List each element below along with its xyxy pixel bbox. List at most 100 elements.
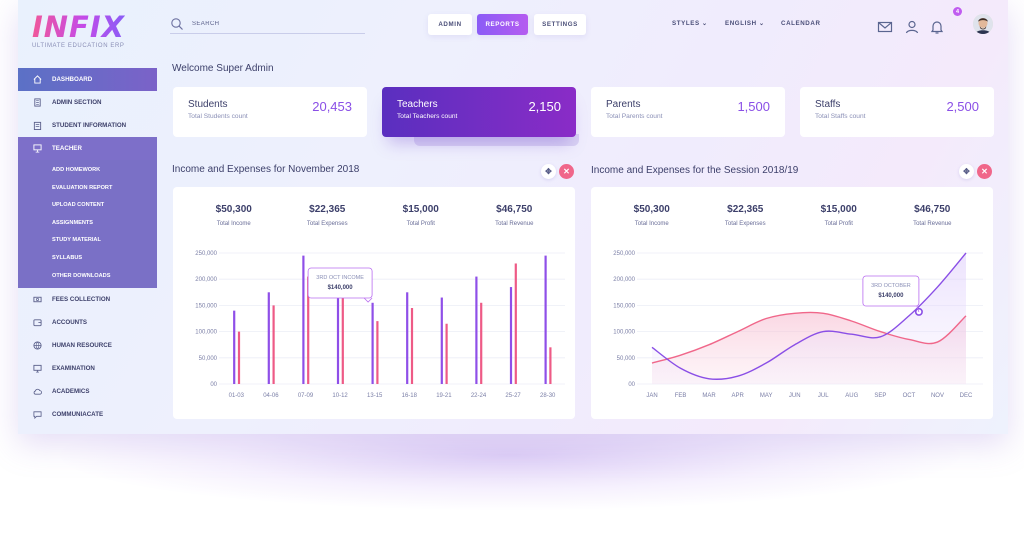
y-tick-label: 150,000 (195, 303, 217, 309)
area-fill-income (652, 253, 966, 384)
stat-total-income: $50,300 Total Income (194, 204, 274, 227)
submenu-item-upload-content[interactable]: UPLOAD CONTENT (52, 202, 105, 209)
app-window: INFIX ULTIMATE EDUCATION ERP DASHBOARD A… (18, 0, 1008, 434)
sidebar-item-accounts[interactable]: ACCOUNTS (18, 311, 157, 334)
teacher-submenu: ADD HOMEWORK EVALUATION REPORT UPLOAD CO… (18, 160, 157, 289)
card-shadow (414, 134, 579, 146)
submenu-item-add-homework[interactable]: ADD HOMEWORK (52, 167, 101, 173)
sidebar-item-academics[interactable]: ACADEMICS (18, 380, 157, 403)
notification-badge: 4 (953, 7, 962, 16)
x-tick-label: APR (731, 393, 744, 399)
stats-row: $50,300 Total Income $22,365 Total Expense… (173, 204, 575, 227)
y-tick-label: 200,000 (195, 277, 217, 283)
x-tick-label: 22-24 (471, 393, 487, 399)
x-tick-label: JUN (789, 393, 801, 399)
bar-series-1 (233, 310, 236, 384)
tooltip-box (307, 267, 373, 299)
card-subtitle: Total Students count (188, 113, 248, 120)
bar-series-1 (440, 297, 443, 384)
tooltip-box (862, 275, 920, 307)
chevron-down-icon: ⌄ (759, 20, 765, 27)
stat-label: Total Income (216, 221, 251, 227)
sidebar-item-label: HUMAN RESOURCE (52, 342, 112, 350)
card-value: 20,453 (312, 99, 352, 114)
bar-series-2 (272, 305, 275, 384)
bell-icon[interactable] (929, 19, 945, 35)
search-icon[interactable] (170, 17, 184, 31)
close-icon[interactable]: ✕ (977, 164, 992, 179)
close-icon[interactable]: ✕ (559, 164, 574, 179)
stat-total-profit: $15,000 Total Profit (381, 204, 461, 227)
sidebar-item-human-resource[interactable]: HUMAN RESOURCE (18, 334, 157, 357)
user-icon[interactable] (904, 19, 920, 35)
bar-series-2 (237, 331, 241, 384)
move-icon[interactable]: ✥ (959, 164, 974, 179)
chat-icon (32, 410, 42, 420)
stat-card-students[interactable]: Students Total Students count 20,453 (173, 87, 367, 137)
stats-row: $50,300 Total Income $22,365 Total Expense… (591, 204, 993, 227)
brand-logo[interactable]: INFIX ULTIMATE EDUCATION ERP (32, 12, 125, 49)
submenu-item-study-material[interactable]: STUDY MATERIAL (52, 237, 101, 244)
stat-value: $15,000 (402, 204, 439, 215)
sidebar: DASHBOARD ADMIN SECTION STUDENT INFORMAT… (18, 68, 157, 426)
x-tick-label: 13-15 (367, 393, 383, 399)
globe-icon (32, 341, 42, 351)
x-tick-label: 07-09 (298, 393, 314, 399)
card-subtitle: Total Staffs count (815, 113, 866, 120)
styles-dropdown[interactable]: STYLES ⌄ (672, 20, 708, 27)
bar-series-2 (307, 276, 310, 384)
card-title: Students (188, 99, 228, 110)
stat-label: Total Profit (406, 221, 435, 227)
x-tick-label: SEP (874, 393, 886, 399)
y-tick-label: 50,000 (617, 356, 636, 362)
sidebar-item-label: ACADEMICS (52, 388, 90, 396)
monitor-icon (32, 364, 42, 374)
sidebar-item-label: DASHBOARD (52, 76, 93, 83)
submenu-item-syllabus[interactable]: SYLLABUS (52, 254, 83, 261)
chevron-down-icon: ⌄ (702, 20, 708, 27)
stat-card-parents[interactable]: Parents Total Parents count 1,500 (591, 87, 785, 137)
sidebar-item-dashboard[interactable]: DASHBOARD (18, 68, 157, 91)
submenu-item-assignments[interactable]: ASSIGNMENTS (52, 219, 94, 226)
submenu-item-evaluation-report[interactable]: EVALUATION REPORT (52, 184, 113, 191)
sidebar-item-teacher[interactable]: TEACHER (18, 137, 157, 160)
x-tick-label: AUG (845, 393, 858, 399)
x-tick-label: 19-21 (436, 393, 452, 399)
sidebar-item-communicate[interactable]: COMMUNIACATE (18, 403, 157, 426)
stat-card-staffs[interactable]: Staffs Total Staffs count 2,500 (800, 87, 994, 137)
mail-icon[interactable] (877, 19, 893, 35)
sidebar-item-admin-section[interactable]: ADMIN SECTION (18, 91, 157, 114)
chart-tooltip: 3RD OCT INCOME $140,000 (307, 267, 373, 303)
tooltip-value: $140,000 (878, 293, 904, 299)
x-tick-label: 28-30 (540, 393, 556, 399)
tooltip-pointer (363, 297, 373, 303)
sidebar-item-fees-collection[interactable]: FEES COLLECTION (18, 288, 157, 311)
submenu-item-other-downloads[interactable]: OTHER DOWNLOADS (52, 272, 111, 279)
calendar-link[interactable]: CALENDAR (781, 20, 821, 27)
move-icon[interactable]: ✥ (541, 164, 556, 179)
avatar[interactable] (973, 14, 993, 34)
y-tick-label: 150,000 (613, 303, 635, 309)
building-icon (32, 98, 42, 108)
stat-total-income: $50,300 Total Income (612, 204, 692, 227)
x-tick-label: FEB (675, 393, 687, 399)
bar-series-1 (267, 292, 270, 384)
y-tick-label: 100,000 (195, 330, 217, 336)
stat-label: Total Expenses (724, 221, 766, 227)
bar-series-1 (336, 297, 340, 384)
y-tick-label: 50,000 (199, 356, 218, 362)
x-tick-label: NOV (931, 393, 944, 399)
language-dropdown[interactable]: ENGLISH ⌄ (725, 20, 765, 27)
card-title: Teachers (397, 99, 438, 110)
sidebar-item-examination[interactable]: EXAMINATION (18, 357, 157, 380)
stat-card-teachers[interactable]: Teachers Total Teachers count 2,150 (382, 87, 576, 137)
reports-button[interactable]: REPORTS (477, 14, 528, 35)
tooltip-label: 3RD OCTOBER (871, 283, 911, 289)
stat-value: $46,750 (496, 204, 533, 215)
admin-button[interactable]: ADMIN (428, 14, 472, 35)
sidebar-item-student-information[interactable]: STUDENT INFORMATION (18, 114, 157, 137)
cloud-icon (32, 387, 42, 397)
settings-button[interactable]: SETTINGS (534, 14, 586, 35)
styles-label: STYLES (672, 20, 700, 27)
search-input[interactable] (192, 20, 352, 27)
